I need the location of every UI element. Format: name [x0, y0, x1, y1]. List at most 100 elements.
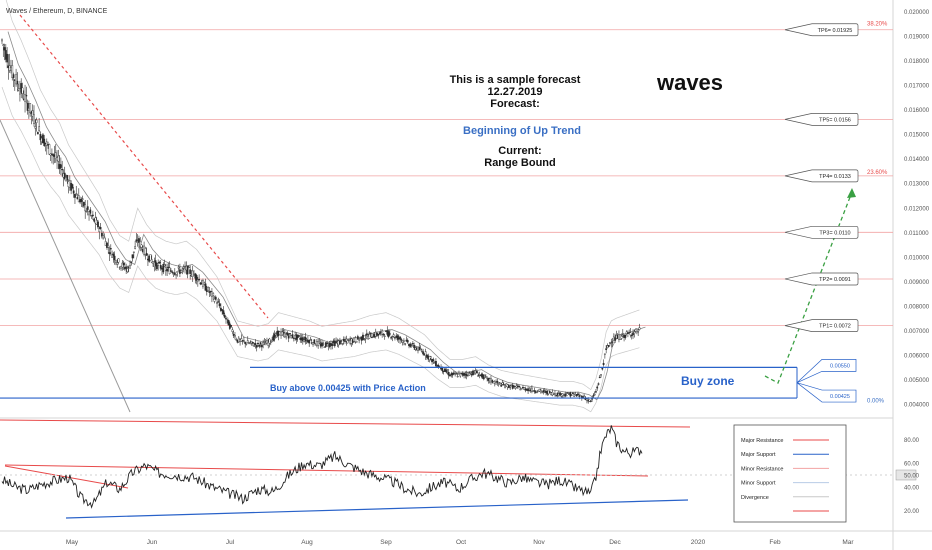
candle — [571, 392, 574, 394]
candle — [629, 328, 632, 338]
candle — [204, 278, 207, 291]
candle — [309, 336, 312, 341]
forecast-line-2: 12.27.2019 — [487, 86, 542, 98]
candle — [507, 383, 510, 389]
candle — [84, 199, 87, 219]
candle — [298, 334, 300, 338]
candle — [491, 379, 494, 384]
candle — [282, 328, 285, 338]
candle — [71, 183, 74, 190]
candle — [99, 223, 102, 230]
candle — [15, 68, 17, 87]
candle — [268, 337, 271, 348]
candle — [339, 337, 341, 345]
candle — [126, 265, 129, 274]
y-tick-label: 0.010000 — [904, 255, 930, 261]
candle — [117, 258, 120, 265]
target-callout-label: TP3= 0.0110 — [819, 230, 850, 236]
buy-zone-callout-label: 0.00425 — [830, 394, 850, 400]
candle — [273, 330, 276, 342]
candle — [378, 331, 381, 335]
candle — [637, 328, 640, 336]
candle — [519, 386, 522, 391]
candle — [635, 328, 638, 335]
candle — [181, 267, 184, 275]
y-tick-label: 0.017000 — [904, 84, 930, 90]
candle — [43, 134, 46, 147]
candle — [25, 86, 28, 104]
rsi-marker-box — [895, 469, 917, 481]
candle — [459, 373, 462, 378]
candle — [48, 143, 51, 156]
candle — [592, 393, 595, 398]
candle — [501, 380, 504, 386]
candle — [86, 200, 89, 216]
candle — [100, 229, 103, 239]
candle — [554, 390, 556, 397]
y-tick-label: 0.013000 — [904, 182, 930, 188]
candle — [575, 394, 578, 397]
candle — [391, 335, 394, 342]
forecast-arrow — [764, 191, 853, 384]
candle — [116, 259, 119, 268]
candle — [3, 43, 6, 61]
candle — [113, 251, 116, 265]
candle — [74, 193, 76, 204]
target-callout-label: TP1= 0.0072 — [819, 324, 851, 330]
candle — [21, 82, 24, 99]
candle — [243, 336, 245, 343]
candle — [577, 391, 579, 396]
rsi-support-line — [65, 499, 689, 519]
candle — [555, 395, 558, 397]
fib-level-label: 38.20% — [867, 22, 888, 28]
candle — [232, 330, 235, 339]
candle — [392, 332, 395, 338]
candle — [180, 270, 183, 274]
candle — [262, 339, 265, 349]
current-label: Current: — [498, 145, 541, 157]
candle — [451, 372, 454, 378]
target-callout: TP3= 0.0110 — [784, 225, 859, 239]
candle — [413, 342, 416, 350]
candle — [16, 72, 19, 92]
candle — [59, 157, 62, 176]
candle — [500, 383, 503, 388]
candle — [589, 400, 592, 403]
candle — [432, 357, 435, 364]
candle — [410, 343, 413, 348]
candle — [254, 339, 257, 349]
candle — [150, 255, 153, 264]
candle — [90, 214, 93, 219]
fib-level-label: 0.00% — [867, 398, 885, 404]
legend-item-label: Minor Resistance — [741, 466, 784, 472]
y-tick-label: 0.006000 — [904, 354, 930, 360]
candle — [159, 259, 162, 271]
candle — [420, 348, 423, 353]
candle — [122, 260, 125, 270]
candle — [263, 337, 266, 346]
candle — [167, 262, 170, 272]
candle — [372, 332, 375, 338]
candle — [333, 338, 336, 348]
candle — [452, 370, 455, 375]
forecast-line-1: This is a sample forecast — [450, 74, 581, 86]
legend-item-label: Divergence — [741, 495, 769, 501]
candle — [155, 262, 158, 272]
target-callout: TP1= 0.0072 — [784, 319, 859, 332]
candle — [166, 263, 169, 277]
candle — [610, 338, 613, 348]
candle — [323, 346, 326, 349]
candle — [34, 118, 37, 136]
candle — [365, 329, 368, 339]
y-tick-label: 0.018000 — [904, 59, 930, 65]
forecast-line-3: Forecast: — [490, 98, 540, 110]
candle — [134, 240, 137, 250]
candle — [177, 264, 180, 272]
rsi-divergence-line — [4, 464, 649, 477]
x-tick-label: Dec — [609, 539, 621, 546]
candle — [234, 332, 236, 340]
candle — [313, 339, 316, 345]
candle — [45, 138, 48, 155]
candle — [29, 103, 32, 117]
y-tick-label: 0.009000 — [904, 280, 930, 286]
